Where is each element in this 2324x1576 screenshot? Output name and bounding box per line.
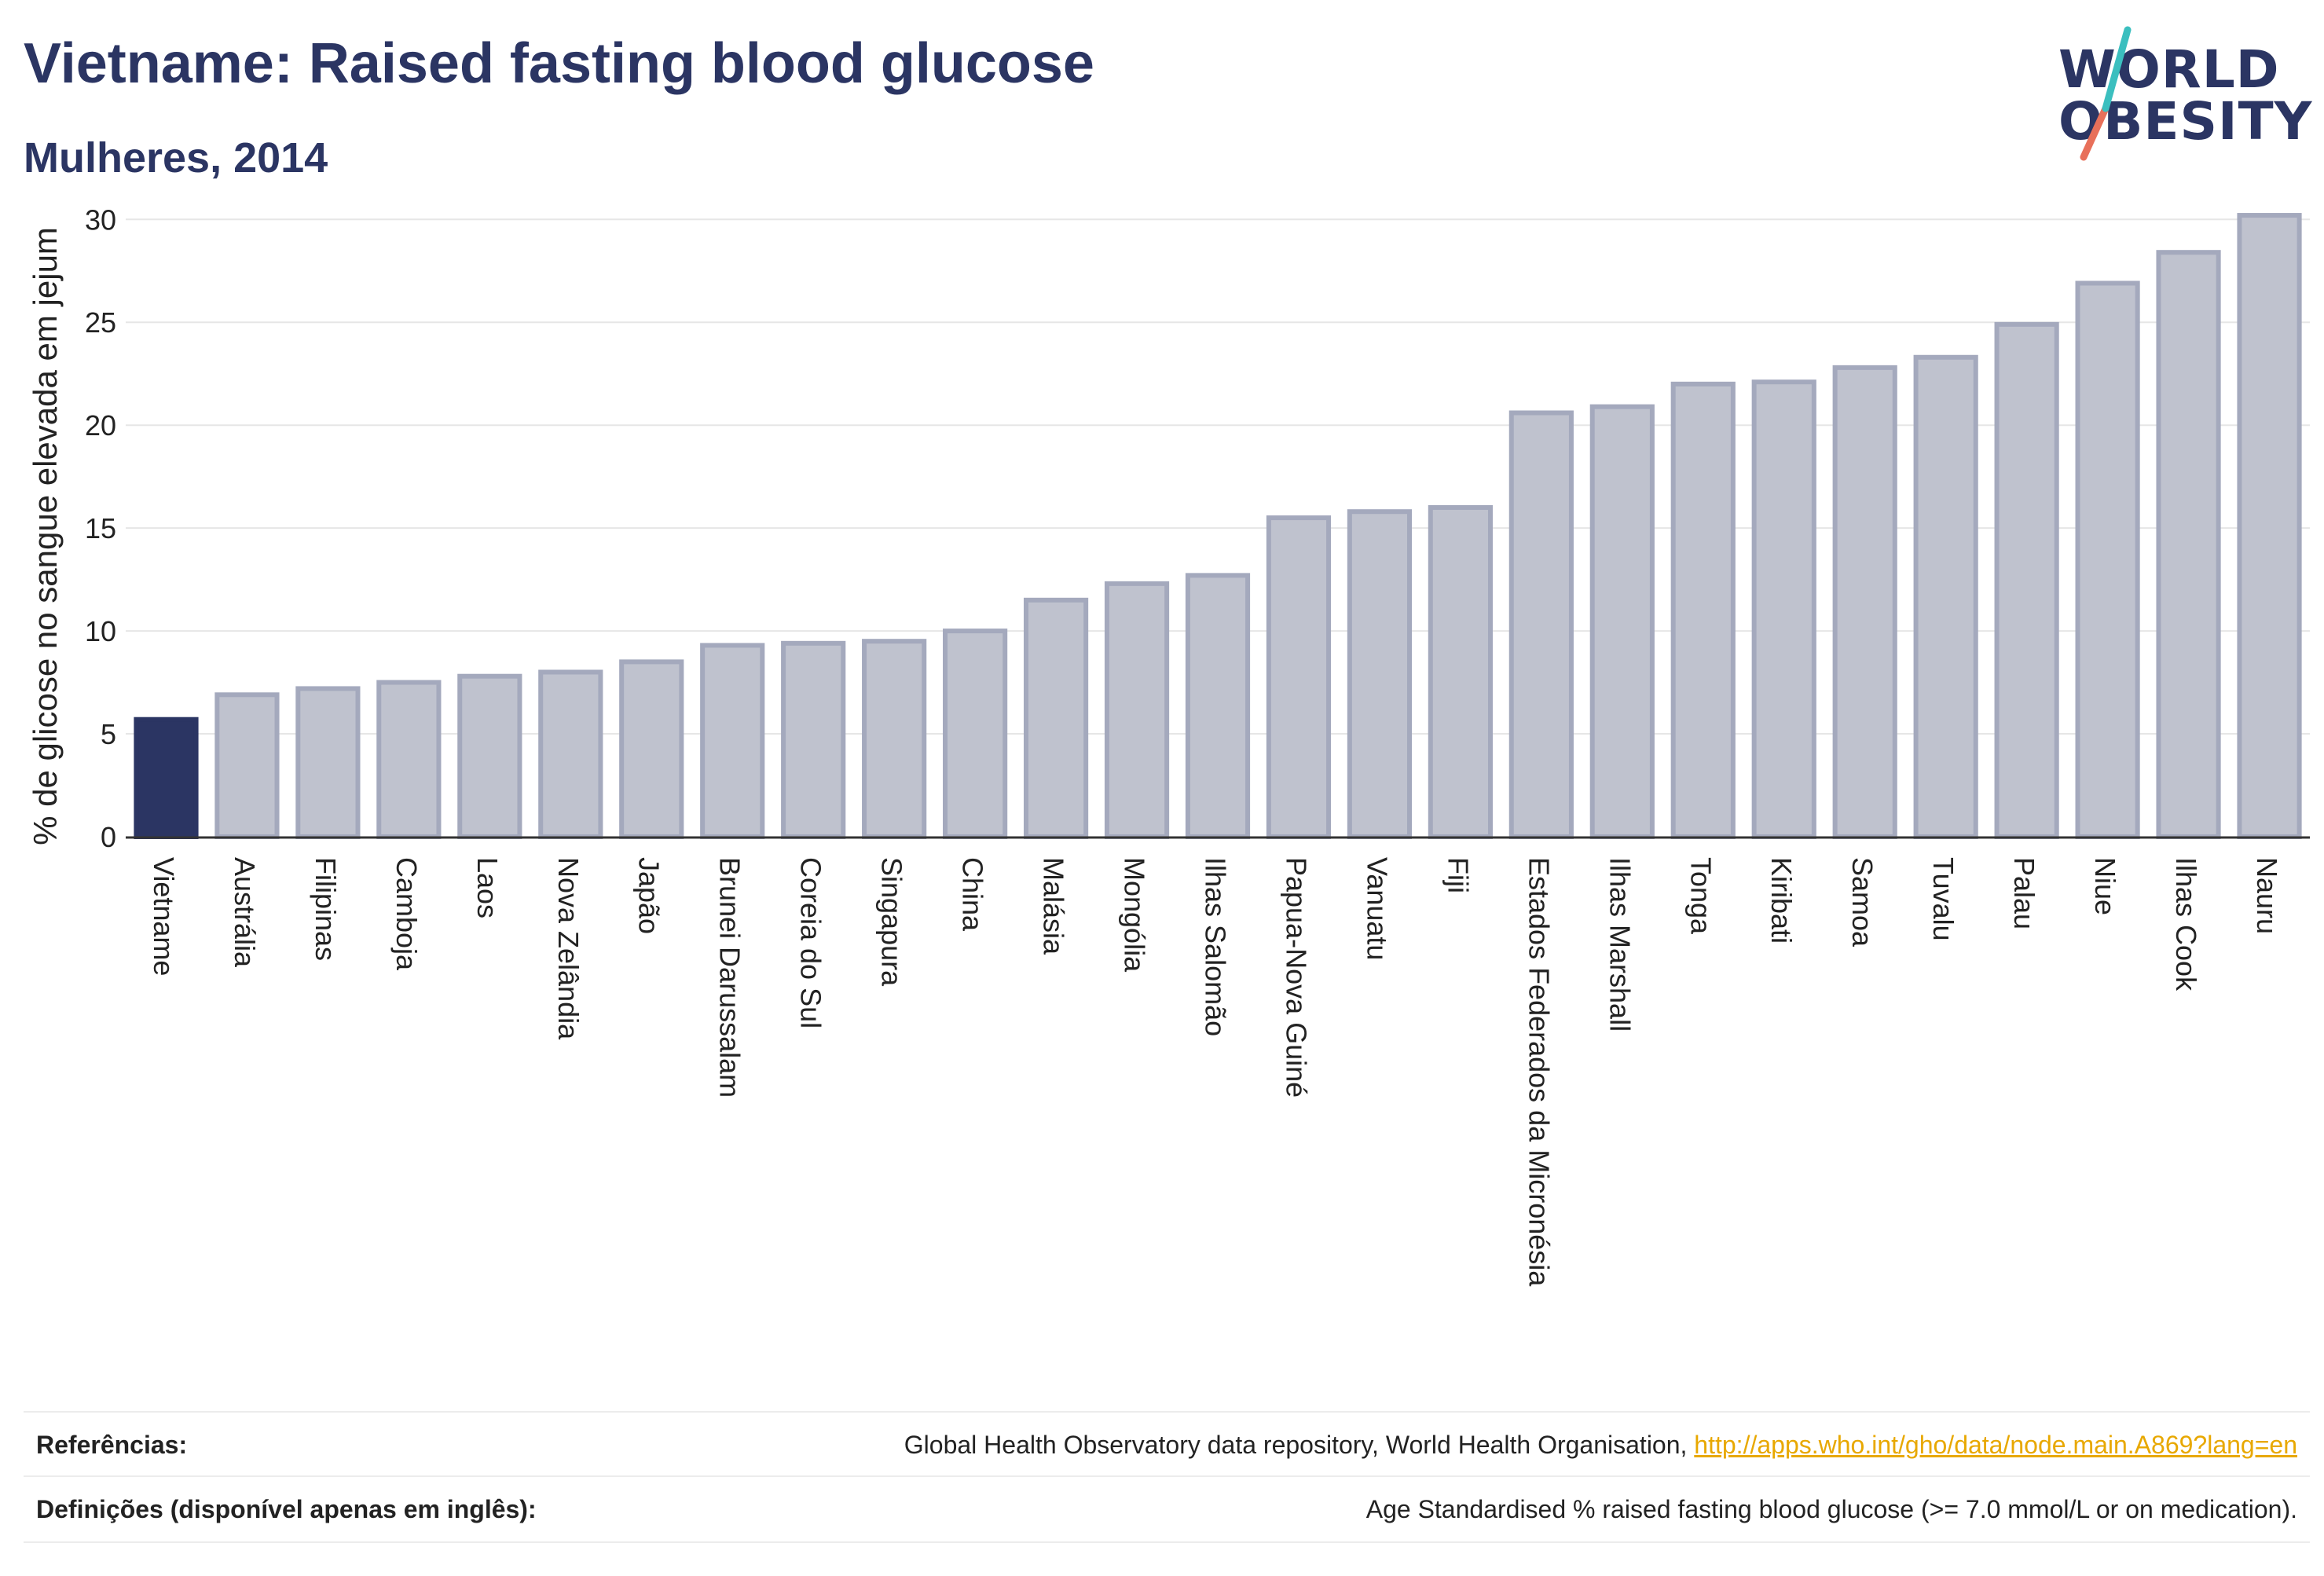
x-axis-ticks: Vietname Austrália Filipinas Camboja Laos Nov… (148, 857, 2283, 1287)
x-tick-label: Ilhas Cook (2170, 857, 2202, 991)
y-axis-label: % de glicose no sangue elevada em jejum (27, 227, 64, 845)
y-tick-label: 10 (85, 615, 116, 647)
x-tick-label: Nauru (2251, 857, 2283, 934)
x-tick-label: Coreia do Sul (795, 857, 827, 1028)
bar-5 (457, 673, 522, 840)
x-tick-label: Vietname (148, 857, 180, 976)
bar-22 (1832, 365, 1897, 840)
x-tick-label: Mongólia (1119, 857, 1151, 973)
bar-11 (943, 629, 1008, 839)
y-tick-label: 5 (101, 718, 116, 750)
bar-25 (2075, 280, 2140, 839)
x-tick-label: Ilhas Marshall (1604, 857, 1636, 1032)
x-tick-label: Brunei Darussalam (714, 857, 746, 1098)
bar-12 (1023, 597, 1089, 839)
x-tick-label: Laos (471, 857, 504, 918)
bar-16 (1347, 509, 1413, 839)
bar-27 (2237, 213, 2302, 839)
bar-18 (1508, 410, 1574, 839)
y-axis-ticks: 0 5 10 15 20 25 30 (85, 203, 116, 853)
x-tick-label: Camboja (390, 857, 423, 971)
references-row: Referências: Global Health Observatory d… (24, 1411, 2310, 1477)
references-text: Global Health Observatory data repositor… (904, 1430, 1695, 1459)
y-tick-label: 20 (85, 409, 116, 442)
definitions-label: Definições (disponível apenas em inglês)… (36, 1494, 537, 1523)
definitions-text: Age Standardised % raised fasting blood … (1365, 1494, 2297, 1523)
logo-word-world: WORLD (2058, 39, 2280, 100)
y-tick-label: 30 (85, 203, 116, 236)
bar-15 (1266, 515, 1332, 839)
world-obesity-logo: WORLD OBESITY (2043, 24, 2311, 165)
bar-19 (1589, 404, 1655, 839)
x-tick-label: Singapura (876, 857, 908, 987)
x-tick-label: China (957, 857, 989, 932)
y-tick-label: 15 (85, 512, 116, 544)
x-tick-label: Palau (2008, 857, 2040, 929)
chart-title: Vietname: Raised fasting blood glucose (24, 32, 1094, 95)
x-tick-label: Malásia (1038, 857, 1070, 955)
x-tick-label: Japão (633, 857, 665, 934)
bar-4 (376, 680, 442, 839)
bar-1 (134, 717, 199, 840)
bar-21 (1751, 379, 1816, 839)
references-label: Referências: (36, 1430, 188, 1459)
bar-17 (1428, 504, 1493, 839)
x-tick-label: Filipinas (310, 857, 342, 961)
bar-chart: 0 5 10 15 20 25 30 Vietname Austrália Filipinas C… (27, 203, 2310, 1287)
x-tick-label: Austrália (229, 857, 261, 968)
chart-subtitle: Mulheres, 2014 (24, 134, 328, 181)
definitions-row: Definições (disponível apenas em inglês)… (24, 1475, 2310, 1543)
x-tick-label: Niue (2089, 857, 2121, 915)
logo-slash-icon (2080, 26, 2132, 161)
references-link[interactable]: http://apps.who.int/gho/data/node.main.A… (1694, 1430, 2297, 1459)
bar-26 (2156, 250, 2221, 839)
x-tick-label: Vanuatu (1361, 857, 1393, 960)
x-tick-label: Estados Federados da Micronésia (1523, 857, 1555, 1287)
x-tick-label: Tonga (1684, 857, 1717, 935)
y-tick-label: 0 (101, 821, 116, 853)
x-tick-label: Ilhas Salomão (1199, 857, 1231, 1036)
x-tick-label: Papua-Nova Guiné (1280, 857, 1312, 1098)
x-tick-label: Tuvalu (1927, 857, 1959, 941)
bar-13 (1104, 581, 1170, 839)
bar-8 (700, 643, 765, 840)
bar-7 (619, 659, 684, 840)
x-tick-label: Fiji (1442, 857, 1474, 893)
references-value: Global Health Observatory data repositor… (904, 1431, 2310, 1460)
bar-14 (1185, 573, 1251, 840)
bar-10 (862, 639, 927, 840)
bar-9 (781, 640, 846, 839)
x-tick-label: Kiribati (1765, 857, 1798, 944)
x-tick-label: Samoa (1846, 857, 1879, 947)
bar-20 (1670, 381, 1736, 839)
bar-6 (538, 669, 603, 839)
bars (134, 213, 2302, 840)
bar-3 (295, 686, 361, 840)
bar-24 (1994, 321, 2059, 840)
y-tick-label: 25 (85, 306, 116, 339)
bar-23 (1913, 354, 1978, 839)
bar-2 (214, 692, 280, 839)
x-tick-label: Nova Zelândia (552, 857, 585, 1040)
